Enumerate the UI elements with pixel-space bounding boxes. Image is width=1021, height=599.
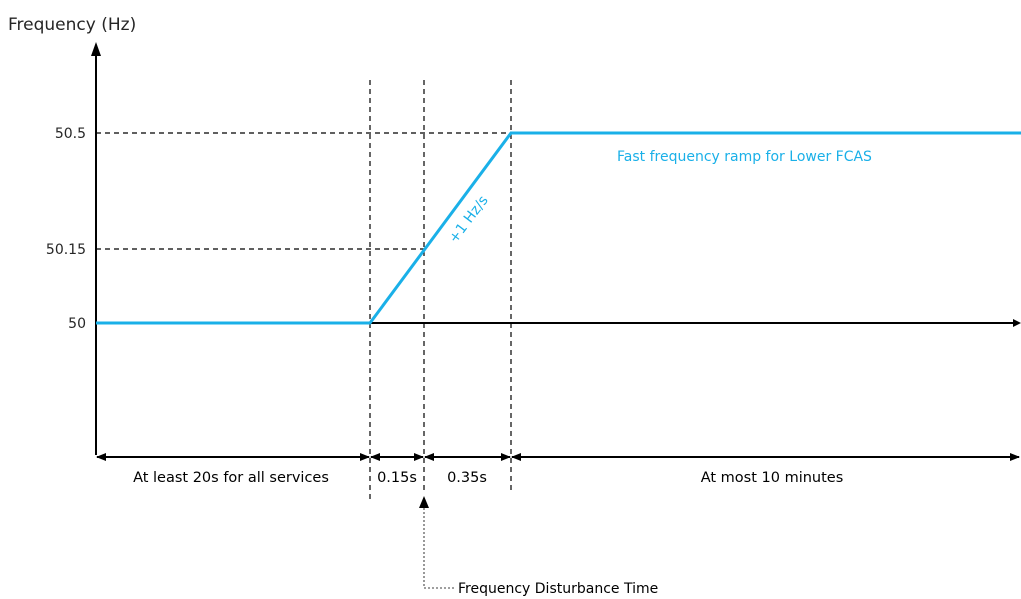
y-tick-50-15: 50.15 [46, 242, 86, 258]
baseline-axis-arrowhead [1013, 319, 1021, 327]
disturbance-arrowhead [419, 496, 429, 508]
segment-label-015s: 0.15s [377, 470, 417, 486]
y-axis-arrowhead [91, 42, 101, 56]
disturbance-leader [423, 508, 454, 589]
y-axis-title: Frequency (Hz) [8, 15, 136, 35]
segment-label-035s: 0.35s [447, 470, 487, 486]
frequency-curve [96, 131, 1021, 325]
segment-label-20s: At least 20s for all services [133, 470, 329, 486]
y-tick-50-5: 50.5 [55, 126, 86, 142]
segment-label-10min: At most 10 minutes [701, 470, 844, 486]
y-tick-50: 50 [68, 316, 86, 332]
curve-label: Fast frequency ramp for Lower FCAS [617, 149, 872, 165]
slope-label: +1 Hz/s [446, 193, 492, 247]
disturbance-note: Frequency Disturbance Time [458, 581, 658, 597]
